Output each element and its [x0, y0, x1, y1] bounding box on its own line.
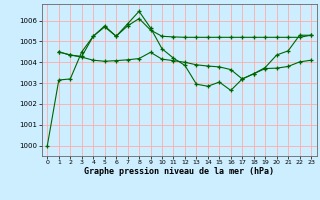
X-axis label: Graphe pression niveau de la mer (hPa): Graphe pression niveau de la mer (hPa)	[84, 167, 274, 176]
